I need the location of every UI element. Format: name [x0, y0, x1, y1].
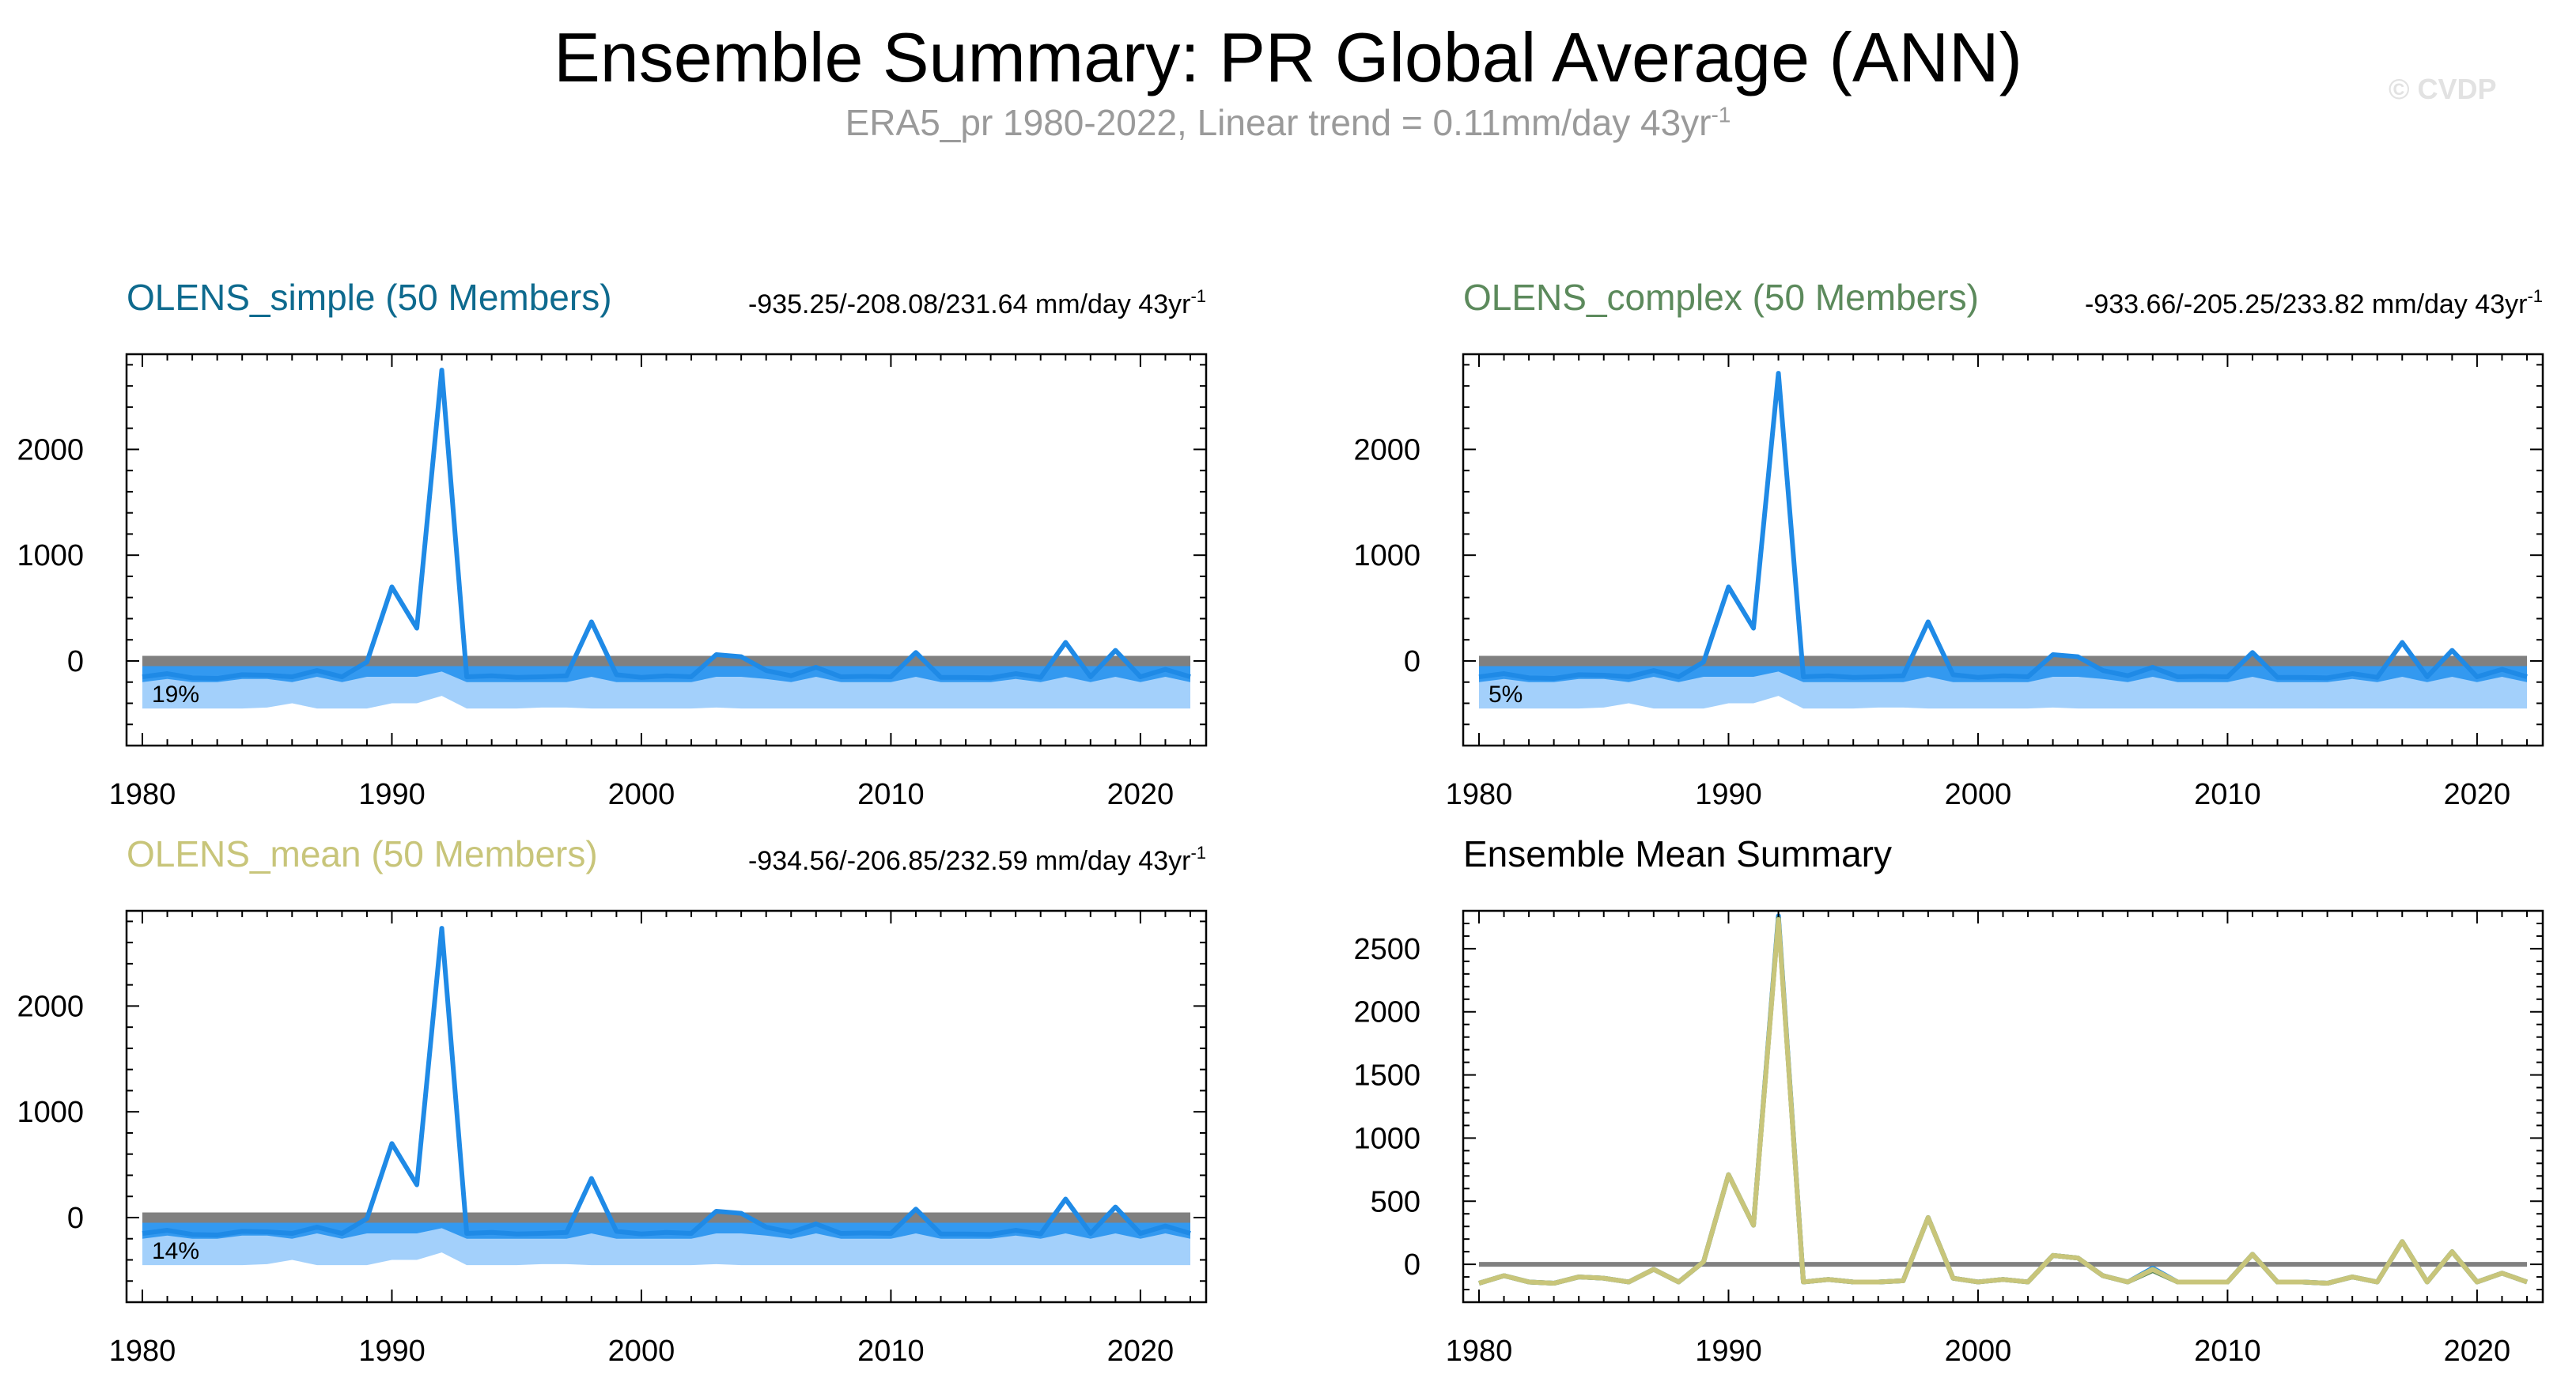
panel-title: OLENS_complex (50 Members) — [1463, 277, 1979, 318]
y-tick-label: 0 — [67, 1202, 84, 1235]
panel-top-left: OLENS_simple (50 Members) -935.25/-208.08… — [17, 277, 1208, 811]
series-line — [142, 368, 1191, 682]
x-tick-label: 2010 — [2194, 1335, 2261, 1368]
series-line-olens_simple — [1478, 913, 2529, 1286]
x-tick-label: 2000 — [608, 1335, 675, 1368]
panel-title: OLENS_simple (50 Members) — [127, 277, 612, 318]
x-tick-label: 2020 — [2444, 1335, 2511, 1368]
y-tick-label: 500 — [1371, 1185, 1420, 1218]
x-tick-label: 2000 — [1945, 778, 2012, 811]
y-tick-label: 1500 — [1353, 1059, 1420, 1093]
panel-bottom-right: Ensemble Mean Summary 1980 1990 2000 2010 202… — [1353, 833, 2544, 1368]
y-tick-label: 2000 — [17, 433, 84, 466]
x-tick-label: 1980 — [109, 1335, 176, 1368]
percent-label: 5% — [1488, 682, 1523, 708]
panel-title: OLENS_mean (50 Members) — [127, 833, 598, 874]
x-tick-label: 2020 — [2444, 778, 2511, 811]
x-tick-label: 1990 — [358, 1335, 426, 1368]
series-line — [1478, 371, 2528, 682]
panel-top-right: OLENS_complex (50 Members) -933.66/-205.2… — [1353, 277, 2544, 811]
percent-label: 19% — [152, 682, 199, 708]
series-line-olens_mean — [1478, 917, 2529, 1286]
percent-label: 14% — [152, 1238, 199, 1264]
y-tick-label: 2000 — [1353, 996, 1420, 1029]
y-tick-label: 1000 — [1353, 539, 1420, 572]
x-tick-label: 2010 — [857, 778, 925, 811]
x-tick-label: 2000 — [1945, 1335, 2012, 1368]
x-tick-label: 1990 — [1695, 778, 1762, 811]
y-tick-label: 2000 — [1353, 433, 1420, 466]
figure-title: Ensemble Summary: PR Global Average (ANN… — [554, 18, 2022, 96]
plot-frame — [1462, 909, 2544, 1304]
y-tick-label: 1000 — [17, 1096, 84, 1129]
x-tick-label: 1990 — [358, 778, 426, 811]
y-tick-label: 1000 — [17, 539, 84, 572]
y-tick-label: 0 — [1404, 645, 1420, 678]
figure-subtitle-text: ERA5_pr 1980-2022, Linear trend = 0.11mm… — [845, 102, 1712, 143]
y-tick-label: 1000 — [1353, 1122, 1420, 1155]
y-tick-label: 0 — [1404, 1248, 1420, 1282]
x-tick-label: 1990 — [1695, 1335, 1762, 1368]
x-tick-label: 2010 — [2194, 778, 2261, 811]
series-line — [142, 926, 1191, 1238]
series-line-olens_complex — [1478, 916, 2529, 1286]
x-tick-label: 1980 — [1446, 778, 1513, 811]
y-tick-label: 0 — [67, 645, 84, 678]
x-tick-label: 2010 — [857, 1335, 925, 1368]
y-tick-label: 2500 — [1353, 933, 1420, 966]
figure-subtitle: ERA5_pr 1980-2022, Linear trend = 0.11mm… — [0, 101, 2576, 144]
x-tick-label: 2000 — [608, 778, 675, 811]
panel-trend-label: -934.56/-206.85/232.59 mm/day 43yr-1 — [748, 843, 1206, 876]
x-tick-label: 1980 — [109, 778, 176, 811]
y-tick-label: 2000 — [17, 990, 84, 1023]
x-tick-label: 2020 — [1107, 1335, 1175, 1368]
panel-title: Ensemble Mean Summary — [1463, 833, 1892, 874]
copyright-watermark: © CVDP — [2389, 73, 2497, 105]
x-tick-label: 1980 — [1446, 1335, 1513, 1368]
panel-trend-label: -933.66/-205.25/233.82 mm/day 43yr-1 — [2085, 286, 2543, 319]
x-tick-label: 2020 — [1107, 778, 1175, 811]
figure-subtitle-exponent: -1 — [1711, 102, 1731, 127]
panel-trend-label: -935.25/-208.08/231.64 mm/day 43yr-1 — [748, 286, 1206, 319]
panel-bottom-left: OLENS_mean (50 Members) -934.56/-206.85/2… — [17, 833, 1208, 1368]
